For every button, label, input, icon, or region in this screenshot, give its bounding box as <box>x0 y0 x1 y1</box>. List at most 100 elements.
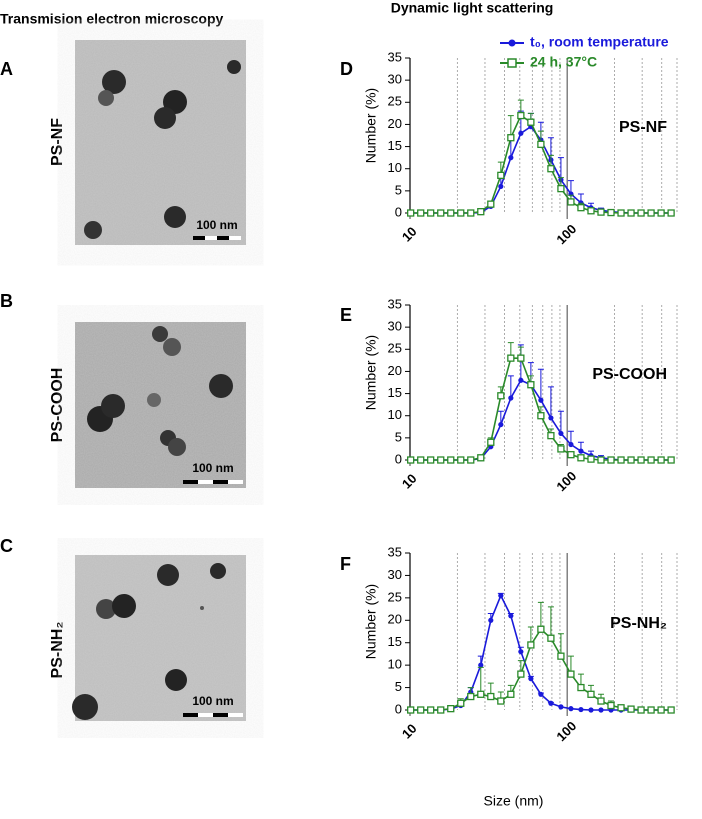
point <box>528 676 534 682</box>
point <box>508 155 514 161</box>
point <box>537 140 545 149</box>
point <box>647 456 655 464</box>
point <box>507 134 515 142</box>
point <box>467 692 475 701</box>
point <box>607 701 615 710</box>
error-bar <box>557 157 564 180</box>
point <box>477 208 485 216</box>
point <box>437 456 445 464</box>
point <box>657 456 665 464</box>
y-tick-label: 5 <box>395 429 402 444</box>
error-bar <box>537 368 544 401</box>
point <box>537 625 545 633</box>
point <box>557 652 565 660</box>
point <box>457 456 465 464</box>
point <box>597 456 605 464</box>
point <box>617 209 625 217</box>
point <box>457 209 465 217</box>
y-tick-label: 20 <box>388 116 402 131</box>
point <box>538 397 544 403</box>
y-tick-label: 25 <box>388 589 402 604</box>
point <box>488 617 494 623</box>
point <box>447 705 455 713</box>
point <box>497 697 505 705</box>
y-axis-label: Number (%) <box>363 88 379 163</box>
point <box>617 456 625 464</box>
error-bar <box>557 633 564 657</box>
point <box>407 209 415 217</box>
panel-letter: B <box>0 291 13 311</box>
point <box>577 204 585 212</box>
point <box>467 456 475 464</box>
legend-label: t₀, room temperature <box>530 34 669 50</box>
point <box>537 412 545 420</box>
y-tick-label: 10 <box>388 407 402 422</box>
point <box>567 670 575 678</box>
error-bar <box>507 115 514 138</box>
annotation: PS-COOH <box>592 366 667 383</box>
point <box>487 200 495 208</box>
point <box>567 451 575 459</box>
panel-label: PS-NH₂ <box>49 622 66 679</box>
point <box>417 209 425 217</box>
point <box>517 111 525 120</box>
left-title: Transmision electron microscopy <box>0 11 224 27</box>
point <box>657 706 665 714</box>
right-title: Dynamic light scattering <box>391 0 554 16</box>
point <box>627 705 635 713</box>
point <box>627 209 635 217</box>
point <box>637 209 645 217</box>
y-tick-label: 5 <box>395 679 402 694</box>
point <box>617 704 625 712</box>
error-bar <box>537 601 544 630</box>
x-tick-label: 10 <box>399 471 420 492</box>
panel-letter: D <box>340 59 353 79</box>
point <box>417 706 425 714</box>
point <box>548 700 554 706</box>
annotation: PS-NH₂ <box>610 615 667 632</box>
point <box>647 209 655 217</box>
point <box>568 706 574 712</box>
y-tick-label: 5 <box>395 182 402 197</box>
point <box>437 209 445 217</box>
error-bar <box>477 666 484 695</box>
legend-label: 24 h, 37°C <box>530 54 597 70</box>
point <box>507 354 515 362</box>
point <box>407 456 415 464</box>
point <box>427 456 435 464</box>
point <box>478 662 484 668</box>
y-tick-label: 10 <box>388 657 402 672</box>
legend-marker <box>508 39 516 47</box>
point <box>477 454 485 462</box>
point <box>568 441 574 448</box>
point <box>577 454 585 462</box>
point <box>437 706 445 714</box>
y-tick-label: 35 <box>388 544 402 559</box>
point <box>518 130 524 136</box>
point <box>607 208 615 217</box>
y-tick-label: 0 <box>395 451 402 466</box>
y-tick-label: 0 <box>395 701 402 716</box>
y-axis-label: Number (%) <box>363 584 379 659</box>
scale-label: 100 nm <box>196 218 237 232</box>
point <box>548 415 554 421</box>
annotation: PS-NF <box>619 119 667 136</box>
point <box>667 706 675 714</box>
point <box>578 448 584 454</box>
point <box>667 456 675 464</box>
point <box>558 430 564 437</box>
y-tick-label: 15 <box>388 634 402 649</box>
y-tick-label: 20 <box>388 363 402 378</box>
x-tick-label: 100 <box>553 221 579 247</box>
point <box>467 209 475 217</box>
tem-image <box>72 555 246 721</box>
point <box>407 706 415 714</box>
error-bar <box>557 410 564 434</box>
point <box>487 438 495 446</box>
y-tick-label: 10 <box>388 160 402 175</box>
panel-letter: C <box>0 536 13 556</box>
point <box>427 209 435 217</box>
panel-letter: A <box>0 59 13 79</box>
point <box>637 706 645 714</box>
point <box>627 456 635 464</box>
